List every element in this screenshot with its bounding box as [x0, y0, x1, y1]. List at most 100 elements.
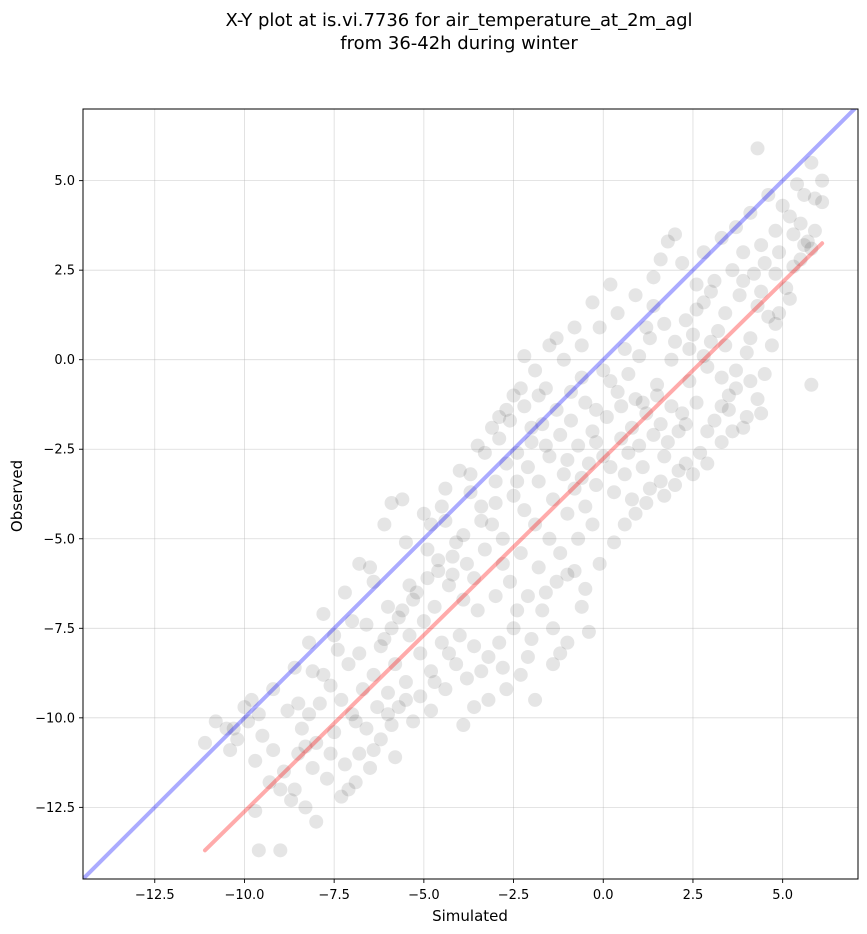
data-point	[700, 424, 715, 439]
data-point	[764, 338, 779, 353]
plot-frame	[82, 108, 859, 880]
data-point	[617, 467, 632, 482]
data-point	[754, 406, 769, 421]
data-point	[650, 377, 665, 392]
data-point	[427, 675, 442, 690]
data-point	[707, 273, 722, 288]
data-point	[291, 696, 306, 711]
data-point	[646, 270, 661, 285]
data-point	[607, 485, 622, 500]
data-point	[517, 399, 532, 414]
data-point	[807, 223, 822, 238]
data-point	[542, 449, 557, 464]
data-point	[434, 499, 449, 514]
data-point	[743, 331, 758, 346]
data-point	[298, 800, 313, 815]
data-point	[477, 445, 492, 460]
y-tick-label: −10.0	[35, 711, 75, 726]
data-point	[287, 782, 302, 797]
data-point	[438, 682, 453, 697]
data-point	[492, 431, 507, 446]
data-point	[334, 789, 349, 804]
data-point	[438, 513, 453, 528]
data-point	[459, 671, 474, 686]
data-point	[682, 341, 697, 356]
y-tick-label: 2.5	[54, 264, 75, 279]
data-point	[560, 452, 575, 467]
data-point	[467, 700, 482, 715]
data-point	[560, 635, 575, 650]
data-point	[337, 757, 352, 772]
data-point	[380, 599, 395, 614]
data-point	[513, 381, 528, 396]
y-axis-label: Observed	[8, 460, 26, 532]
data-point	[348, 714, 363, 729]
data-point	[312, 696, 327, 711]
data-point	[373, 639, 388, 654]
y-tick-label: −5.0	[43, 532, 75, 547]
data-point	[510, 445, 525, 460]
data-point	[750, 298, 765, 313]
data-point	[585, 295, 600, 310]
data-point	[366, 574, 381, 589]
data-point	[506, 621, 521, 636]
data-point	[506, 488, 521, 503]
data-point	[413, 689, 428, 704]
data-point	[592, 556, 607, 571]
data-point	[538, 585, 553, 600]
data-point	[485, 517, 500, 532]
data-point	[456, 592, 471, 607]
data-point	[693, 445, 708, 460]
data-point	[621, 367, 636, 382]
data-point	[757, 256, 772, 270]
data-point	[341, 657, 356, 672]
data-point	[388, 750, 403, 765]
data-point	[650, 388, 665, 403]
x-tick-label: −12.5	[135, 888, 175, 903]
data-point	[402, 578, 417, 593]
data-point	[739, 345, 754, 360]
data-point	[581, 624, 596, 639]
data-point	[244, 692, 259, 707]
data-point	[718, 338, 733, 353]
data-point	[664, 399, 679, 414]
data-point	[535, 417, 550, 432]
data-point	[520, 649, 535, 664]
data-point	[596, 449, 611, 464]
data-point	[499, 402, 514, 417]
data-point	[639, 406, 654, 421]
data-point	[549, 402, 564, 417]
data-point	[431, 564, 446, 578]
data-point	[729, 381, 744, 396]
data-point	[660, 234, 675, 249]
data-point	[668, 478, 683, 493]
data-point	[456, 528, 471, 543]
data-point	[309, 814, 324, 829]
data-point	[675, 406, 690, 421]
data-point	[617, 341, 632, 356]
data-point	[319, 771, 334, 786]
data-point	[287, 660, 302, 675]
data-point	[538, 438, 553, 453]
data-point	[219, 721, 234, 736]
data-point	[653, 252, 668, 267]
data-point	[707, 413, 722, 428]
data-point	[689, 395, 704, 410]
data-point	[513, 667, 528, 682]
data-point	[384, 495, 399, 510]
data-point	[703, 334, 718, 349]
data-point	[531, 388, 546, 403]
data-point	[352, 556, 367, 571]
data-point	[485, 420, 500, 435]
data-point	[628, 506, 643, 521]
data-point	[797, 187, 812, 202]
data-point	[736, 245, 751, 260]
data-point	[384, 621, 399, 636]
data-point	[685, 467, 700, 482]
data-point	[334, 692, 349, 707]
data-point	[553, 427, 568, 442]
data-point	[743, 205, 758, 220]
data-point	[804, 241, 819, 256]
data-point	[657, 316, 672, 331]
data-point	[635, 460, 650, 475]
